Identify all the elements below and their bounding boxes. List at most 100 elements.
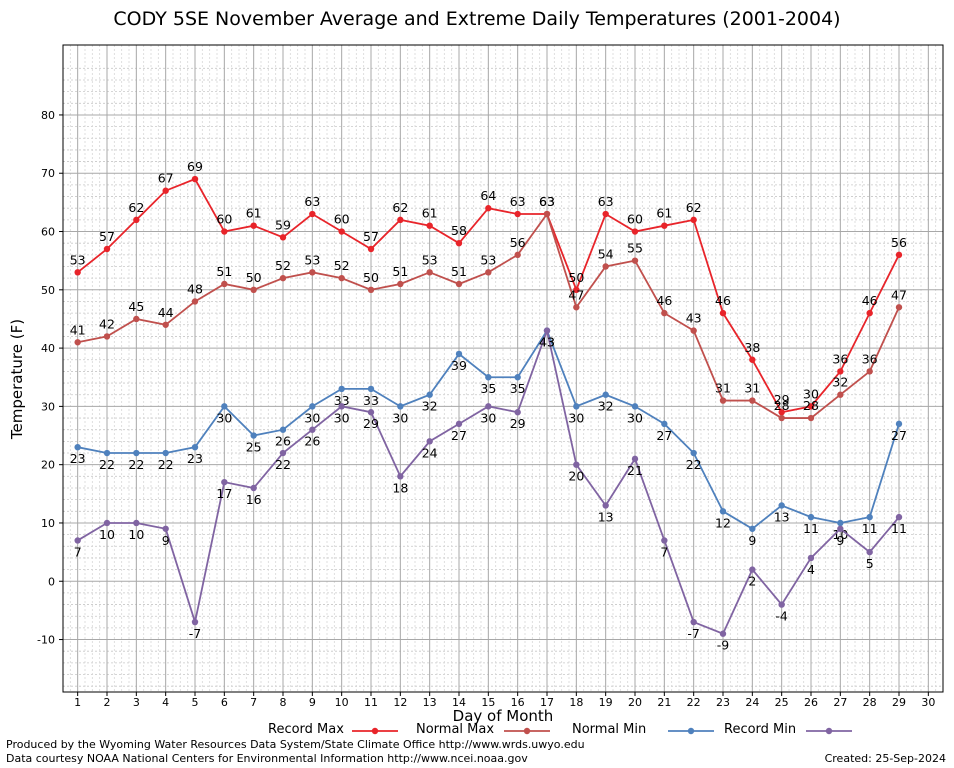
y-tick-label: 50	[41, 284, 55, 297]
normal-min-point	[749, 525, 756, 532]
normal-max-data-label: 53	[422, 252, 438, 267]
normal-max-point	[895, 304, 903, 311]
record-max-data-label: 63	[539, 194, 555, 209]
normal-min-data-label: 30	[568, 410, 584, 425]
footer-created: Created: 25-Sep-2024	[824, 752, 946, 765]
record-max-data-label: 58	[451, 223, 467, 238]
record-max-point	[103, 245, 111, 253]
legend-label-normal-min: Normal Min	[572, 722, 647, 737]
record-min-point	[133, 519, 140, 527]
record-min-point	[279, 449, 287, 457]
normal-min-point	[573, 403, 580, 410]
normal-min-point	[866, 513, 873, 521]
record-max-point	[426, 222, 433, 229]
x-tick-label: 22	[687, 696, 701, 709]
normal-min-data-label: 26	[275, 434, 291, 449]
y-tick-label: 60	[41, 226, 55, 239]
record-min-point	[309, 426, 316, 433]
normal-max-point	[191, 298, 199, 305]
normal-max-point	[866, 368, 873, 375]
normal-max-point	[690, 327, 697, 334]
record-max-data-label: 60	[334, 212, 350, 227]
y-tick-label: -10	[37, 634, 55, 647]
normal-min-data-label: 32	[598, 399, 614, 414]
x-tick-label: 6	[221, 696, 228, 709]
normal-min-data-label: 32	[422, 399, 438, 414]
record-min-data-label: 30	[480, 410, 496, 425]
normal-min-point	[719, 508, 727, 515]
record-min-data-label: 18	[392, 480, 408, 495]
record-min-point	[866, 548, 873, 556]
record-min-data-label: 30	[334, 410, 350, 425]
normal-min-point	[309, 403, 316, 410]
x-tick-label: 10	[335, 696, 349, 709]
record-max-point	[807, 403, 815, 410]
record-max-point	[397, 216, 404, 224]
record-max-point	[719, 309, 727, 317]
normal-min-data-label: 13	[774, 509, 790, 524]
normal-max-data-label: 47	[568, 287, 584, 302]
normal-min-point	[191, 443, 199, 451]
footer-produced: Produced by the Wyoming Water Resources …	[6, 738, 585, 751]
normal-max-data-label: 28	[803, 398, 819, 413]
record-max-data-label: 61	[422, 206, 438, 221]
record-max-point	[661, 222, 668, 229]
record-max-data-label: 29	[774, 392, 790, 407]
normal-max-point	[631, 257, 639, 264]
normal-max-point	[749, 397, 756, 404]
normal-max-point	[103, 333, 111, 340]
normal-min-data-label: 39	[451, 358, 467, 373]
normal-min-point	[221, 403, 228, 410]
record-min-point	[191, 618, 199, 626]
record-min-data-label: 13	[598, 509, 614, 524]
record-max-data-label: 67	[158, 171, 174, 186]
normal-max-point	[250, 286, 257, 294]
record-min-point	[837, 525, 844, 532]
x-tick-label: 29	[892, 696, 906, 709]
normal-max-data-label: 51	[451, 264, 467, 279]
x-tick-label: 7	[250, 696, 257, 709]
normal-min-point	[74, 443, 81, 451]
x-tick-label: 21	[657, 696, 671, 709]
record-max-point	[74, 269, 81, 276]
x-tick-label: 12	[393, 696, 407, 709]
normal-max-point	[837, 391, 844, 398]
record-min-data-label: 29	[510, 416, 526, 431]
record-max-point	[749, 356, 756, 363]
normal-max-data-label: 42	[99, 316, 115, 331]
record-min-point	[602, 502, 609, 509]
x-tick-label: 14	[452, 696, 466, 709]
record-min-point	[573, 461, 580, 468]
record-max-data-label: 69	[187, 159, 203, 174]
normal-min-point	[133, 449, 140, 457]
x-tick-label: 3	[133, 696, 140, 709]
normal-min-point	[895, 420, 903, 428]
normal-min-point	[690, 449, 697, 457]
normal-max-data-label: 53	[304, 252, 320, 267]
record-max-data-label: 63	[598, 194, 614, 209]
normal-min-data-label: 33	[363, 393, 379, 408]
record-min-point	[103, 519, 111, 527]
normal-min-point	[485, 374, 492, 381]
x-tick-label: 26	[804, 696, 818, 709]
record-max-data-label: 38	[744, 340, 760, 355]
normal-max-point	[719, 397, 727, 404]
record-max-data-label: 46	[862, 293, 878, 308]
record-max-data-label: 57	[99, 229, 115, 244]
normal-min-data-label: 30	[216, 410, 232, 425]
record-max-data-label: 63	[304, 194, 320, 209]
x-tick-label: 18	[569, 696, 583, 709]
record-min-point	[895, 513, 903, 521]
record-max-point	[191, 175, 199, 183]
x-tick-label: 30	[921, 696, 935, 709]
normal-max-point	[602, 263, 609, 270]
normal-max-point	[485, 269, 492, 276]
normal-max-data-label: 54	[598, 246, 614, 261]
normal-min-data-label: 27	[656, 428, 672, 443]
normal-max-data-label: 51	[216, 264, 232, 279]
normal-max-data-label: 52	[275, 258, 291, 273]
record-max-data-label: 61	[656, 206, 672, 221]
legend-label-record-min: Record Min	[724, 722, 797, 737]
normal-min-data-label: 35	[480, 381, 496, 396]
normal-max-data-label: 28	[774, 398, 790, 413]
